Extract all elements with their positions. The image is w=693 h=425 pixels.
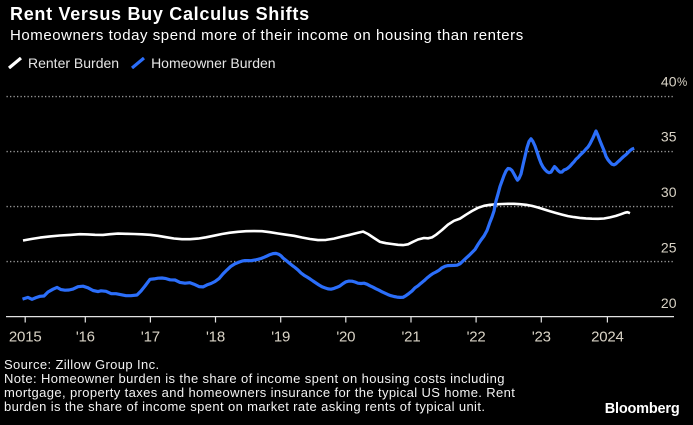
svg-text:'17: '17 <box>141 329 160 346</box>
svg-text:%: % <box>677 77 687 89</box>
svg-text:'18: '18 <box>206 329 225 346</box>
svg-text:2015: 2015 <box>9 329 42 346</box>
svg-text:'20: '20 <box>336 329 355 346</box>
svg-text:'22: '22 <box>467 329 486 346</box>
svg-text:'23: '23 <box>532 329 551 346</box>
svg-text:2024: 2024 <box>591 329 624 346</box>
svg-text:'21: '21 <box>402 329 421 346</box>
svg-text:35: 35 <box>661 129 677 145</box>
svg-text:30: 30 <box>661 184 677 200</box>
svg-text:'16: '16 <box>76 329 95 346</box>
svg-text:40: 40 <box>661 73 677 89</box>
svg-text:20: 20 <box>661 295 677 311</box>
svg-text:25: 25 <box>661 239 677 255</box>
svg-text:'19: '19 <box>271 329 290 346</box>
